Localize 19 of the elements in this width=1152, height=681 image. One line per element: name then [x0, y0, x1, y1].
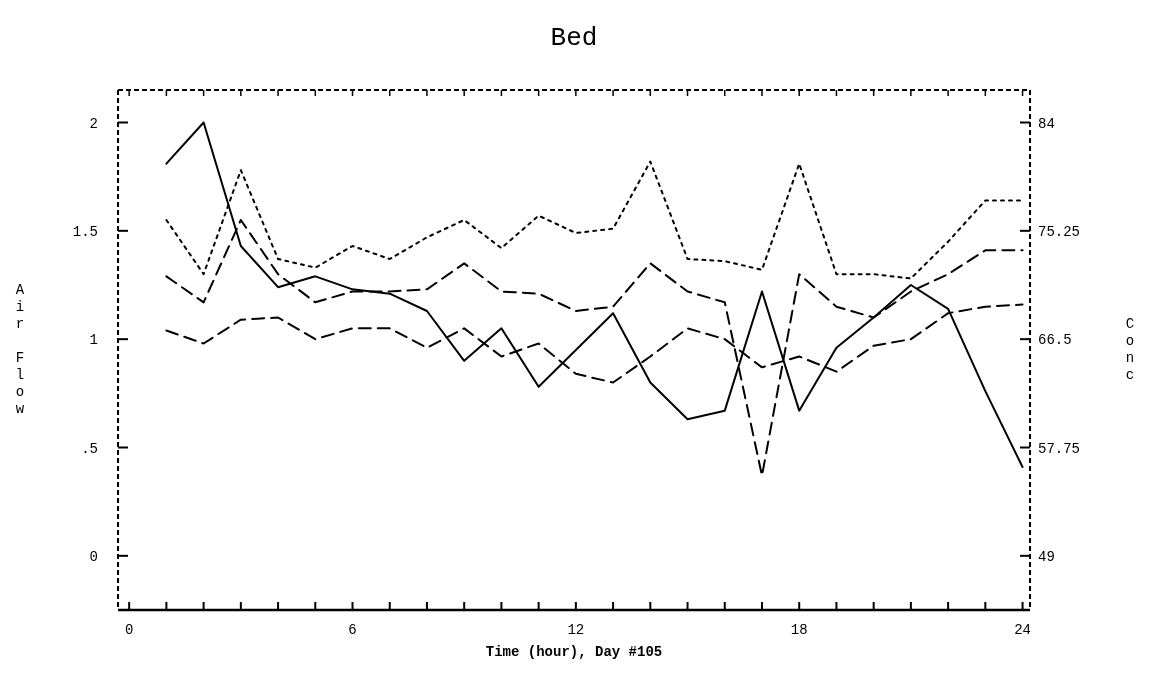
x-tick-label: 18 [790, 622, 808, 638]
y-tick-label: 1.5 [72, 223, 98, 240]
x-tick-label: 6 [348, 622, 357, 638]
y2-axis-title: Conc [1125, 316, 1135, 383]
x-tick-label: 12 [567, 622, 585, 638]
y2-tick-label: 75.25 [1038, 223, 1081, 240]
x-tick-label: 24 [1014, 622, 1031, 638]
y2-tick-label: 49 [1038, 548, 1055, 565]
chart-title: Bed [550, 23, 598, 53]
x-tick-label: 0 [124, 622, 134, 638]
y2-tick-label: 84 [1038, 115, 1055, 132]
x-axis-title: Time (hour), Day #105 [485, 644, 663, 660]
text: Air Flow [15, 282, 25, 417]
y-tick-label: .5 [81, 440, 98, 457]
y2-tick-label: 66.5 [1038, 332, 1072, 349]
y-tick-label: 1 [89, 332, 98, 349]
y-tick-label: 0 [89, 548, 98, 565]
y-tick-label: 2 [89, 115, 98, 132]
y2-tick-label: 57.75 [1038, 440, 1081, 457]
